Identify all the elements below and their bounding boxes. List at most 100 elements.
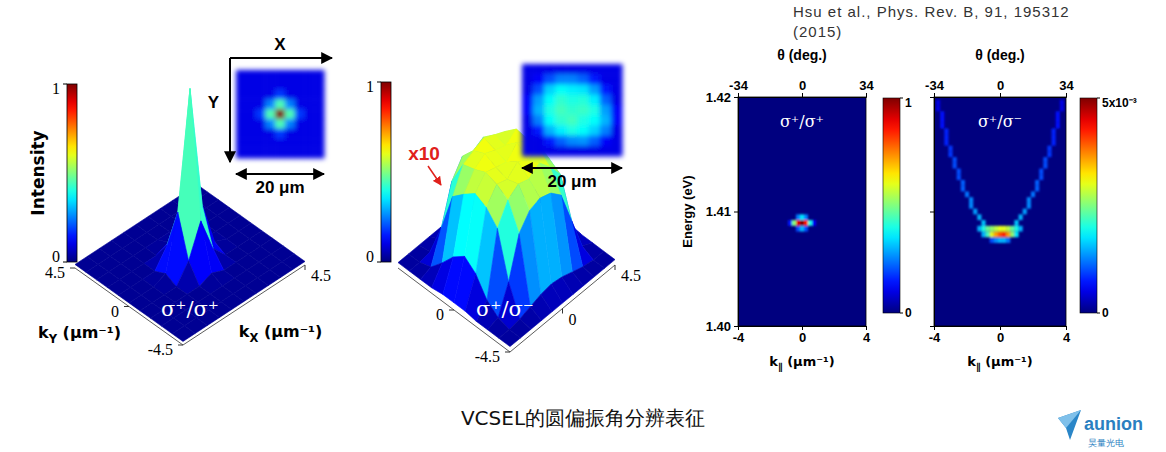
inset-cell [256, 138, 266, 148]
inset-cell [600, 95, 612, 106]
colorbar-tick [63, 84, 67, 85]
inset-cell [236, 90, 246, 100]
inset-cell [285, 99, 295, 109]
cell [1027, 197, 1031, 203]
inset-cell [295, 70, 305, 80]
panel-label: σ⁺/σ⁻ [476, 297, 534, 321]
inset-cell [578, 84, 590, 95]
inset-cell [275, 138, 285, 148]
inset-cell [265, 109, 275, 119]
cell [1047, 146, 1051, 152]
colorbar-tick-label: 1 [52, 80, 60, 97]
inset-cell [522, 74, 534, 85]
inset-cell [566, 95, 578, 106]
plot-frame [934, 97, 1066, 326]
inset-cell [236, 70, 246, 80]
inset-cell [314, 138, 324, 148]
inset-cell [611, 64, 623, 75]
tick-mark [734, 97, 738, 98]
inset-cell [555, 125, 567, 136]
axis-title: k∥ (μm⁻¹) [769, 354, 834, 372]
inset-x-arrow [230, 57, 332, 59]
inset-cell [256, 109, 266, 119]
caption: VCSEL的圆偏振角分辨表征 [461, 406, 705, 430]
inset-cell [589, 105, 601, 116]
x2-axis-title: θ (deg.) [975, 47, 1025, 63]
citation-line: Hsu et al., Phys. Rev. B, 91, 195312 [793, 3, 1070, 20]
inset-cell [533, 125, 545, 136]
y-axis-title: Energy (eV) [680, 175, 695, 247]
colorbar-tick [900, 313, 903, 314]
inset-cell [236, 109, 246, 119]
colorbar-tick-label: 0 [366, 248, 374, 265]
inset-cell [555, 84, 567, 95]
inset-cell [295, 99, 305, 109]
cell [994, 237, 998, 243]
inset-cell [611, 95, 623, 106]
inset-cell [246, 138, 256, 148]
inset-cell [275, 99, 285, 109]
inset-cell [589, 146, 601, 157]
inset-cell [304, 129, 314, 139]
inset-cell [304, 99, 314, 109]
y-axis [930, 98, 935, 327]
inset-cell [533, 105, 545, 116]
tick-mark [738, 93, 739, 97]
cell [1002, 232, 1006, 238]
inset-cell [304, 138, 314, 148]
y-tick [449, 310, 454, 311]
inset-cell [304, 80, 314, 90]
inset-cell [246, 148, 256, 158]
tick [930, 97, 934, 98]
tick: -4 [929, 326, 941, 345]
inset-cell [600, 64, 612, 75]
cell [957, 174, 961, 180]
inset-cell [533, 136, 545, 147]
inset-cell [533, 115, 545, 126]
tick-label: 1.41 [706, 204, 731, 219]
inset-cell [555, 146, 567, 157]
inset-cell [265, 70, 275, 80]
inset-cell [522, 146, 534, 157]
cell [1052, 134, 1056, 140]
cell [986, 226, 990, 232]
tick-mark [930, 326, 934, 327]
inset-cell [533, 64, 545, 75]
heatmap-panel: -404-34034k∥ (μm⁻¹)θ (deg.)σ⁺/σ⁻05x10⁻³ [925, 47, 1137, 372]
tick: 0 [799, 326, 806, 345]
inset-cell [522, 105, 534, 116]
cell [804, 226, 808, 232]
tick-mark [930, 212, 934, 213]
tick: 4 [863, 326, 871, 345]
x2-axis-title: θ (deg.) [777, 47, 827, 63]
citation: Hsu et al., Phys. Rev. B, 91, 195312(201… [793, 3, 1070, 40]
plot-frame [738, 97, 866, 326]
inset-cell [285, 138, 295, 148]
inset-x-label: X [274, 35, 286, 54]
inset-cell [611, 125, 623, 136]
axis-title: kY (μm⁻¹) [38, 323, 121, 346]
inset-cell [578, 115, 590, 126]
cell [981, 220, 985, 226]
inset-cell [533, 95, 545, 106]
colorbar-tick-label: 1 [366, 78, 374, 95]
axis-line [734, 98, 739, 327]
inset-cell [533, 146, 545, 157]
inset-cell [600, 84, 612, 95]
tick-label: -4 [929, 330, 941, 345]
cell [944, 140, 948, 146]
inset-cell [600, 125, 612, 136]
cells [788, 214, 816, 231]
cell [1052, 128, 1056, 134]
cell [1056, 117, 1060, 123]
cell [1039, 174, 1043, 180]
cell [1056, 111, 1060, 117]
cell [812, 220, 816, 226]
cell [940, 111, 944, 117]
cell [1043, 163, 1047, 169]
cell [1039, 169, 1043, 175]
cell [800, 214, 804, 220]
logo-icon [1058, 410, 1081, 440]
cell [994, 226, 998, 232]
cell [944, 134, 948, 140]
